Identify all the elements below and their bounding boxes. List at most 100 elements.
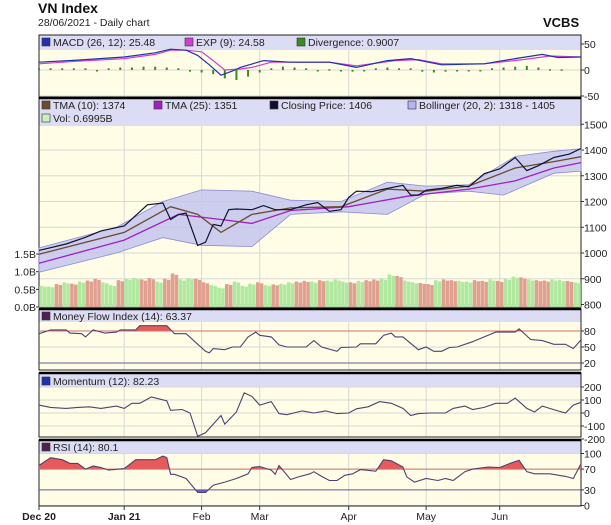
momentum-line — [38, 392, 582, 438]
volume-bar — [488, 279, 492, 307]
mfi-ytick-label: 20 — [584, 358, 596, 370]
divergence-bar — [549, 69, 552, 71]
volume-bar — [135, 279, 140, 307]
volume-bar — [74, 284, 78, 307]
volume-bar — [372, 279, 376, 307]
volume-bar — [476, 281, 481, 307]
volume-bar — [221, 288, 225, 307]
volume-bar — [391, 275, 395, 307]
volume-bar — [302, 280, 306, 307]
rsi-legend: RSI (14): 80.1 — [53, 442, 119, 454]
volume-bar — [50, 287, 55, 307]
divergence-bar — [247, 70, 250, 77]
volume-bar — [383, 279, 388, 307]
volume-bar — [201, 282, 206, 307]
divergence-bar — [537, 67, 540, 70]
rsi-ytick-label: 0 — [584, 501, 590, 513]
volume-bar — [453, 281, 457, 307]
volume-bar — [70, 283, 74, 307]
volume-bar — [139, 279, 144, 307]
divergence-bar — [467, 70, 470, 72]
volume-bar — [248, 283, 252, 307]
divergence-bar — [154, 66, 157, 70]
volume-bar — [379, 278, 384, 307]
divergence-bar — [142, 66, 145, 70]
volume-bar — [496, 280, 500, 307]
momentum-ytick-label: -100 — [584, 421, 605, 433]
divergence-bar — [490, 68, 493, 70]
x-tick-label: Mar — [251, 511, 270, 523]
divergence-bar — [107, 68, 110, 70]
divergence-bar — [72, 68, 75, 70]
x-tick-label: Feb — [193, 511, 211, 523]
volume-bar — [151, 279, 155, 307]
volume-bar — [217, 287, 221, 307]
volume-bar — [341, 281, 345, 307]
volume-bar — [465, 281, 469, 307]
momentum-ytick-label: 0 — [584, 408, 590, 420]
chart-subtitle: 28/06/2021 - Daily chart — [38, 17, 150, 29]
volume-bar — [337, 280, 341, 307]
rsi-ytick-label: 100 — [584, 449, 602, 461]
volume-bar — [143, 280, 148, 307]
volume-bar — [492, 280, 496, 307]
volume-bar — [186, 278, 190, 307]
divergence-bar — [270, 68, 273, 70]
volume-bar — [225, 284, 229, 307]
volume-bar — [511, 276, 516, 307]
macd-line — [38, 48, 582, 76]
volume-bar — [190, 279, 194, 307]
close-legend: Closing Price: 1406 — [281, 100, 372, 112]
macd-ytick-label: 0 — [584, 65, 590, 77]
volume-bar — [159, 282, 163, 307]
volume-bar — [62, 282, 66, 307]
volume-bar — [457, 280, 461, 307]
divergence-bar — [235, 70, 238, 80]
volume-bar — [163, 278, 167, 307]
volume-bar — [77, 281, 82, 307]
volume-bar — [449, 280, 454, 307]
divergence-bar — [444, 70, 447, 72]
momentum-ytick-label: 200 — [584, 382, 602, 394]
divergence-legend-swatch — [296, 37, 306, 47]
volume-bar — [81, 282, 86, 307]
momentum-legend: Momentum (12): 82.23 — [53, 376, 159, 388]
volume-bar — [410, 282, 415, 307]
volume-bar — [399, 277, 403, 307]
volume-bar — [178, 279, 183, 307]
mfi-line — [38, 325, 582, 354]
brand-label: VCBS — [543, 15, 580, 30]
bollinger-band — [38, 148, 582, 273]
volume-bar — [375, 280, 380, 307]
x-tick-label: Jan 21 — [108, 511, 141, 523]
volume-bar — [472, 280, 477, 307]
x-tick-label: Apr — [341, 511, 358, 523]
volume-bar — [209, 285, 214, 307]
volume-ytick-label: 1.5B — [14, 249, 36, 261]
volume-bar — [112, 285, 117, 307]
volume-bar — [348, 282, 353, 307]
volume-bar — [298, 282, 303, 307]
volume-bar — [364, 280, 368, 307]
volume-bar — [244, 286, 248, 307]
divergence-bar — [119, 67, 122, 70]
price-ytick-label: 1200 — [584, 197, 608, 209]
volume-bar — [58, 284, 63, 307]
tma10-legend-swatch — [41, 100, 51, 110]
divergence-bar — [38, 68, 40, 70]
volume-bar — [414, 283, 419, 307]
volume-bar — [546, 281, 550, 307]
x-tick-label: Jun — [491, 511, 508, 523]
volume-bar — [507, 279, 512, 307]
divergence-legend: Divergence: 0.9007 — [308, 37, 399, 49]
volume-bar — [120, 281, 124, 307]
volume-bar — [503, 278, 508, 307]
volume-bar — [468, 282, 473, 307]
volume-bar — [461, 281, 465, 307]
volume-bar — [329, 281, 334, 307]
volume-bar — [434, 280, 438, 307]
volume-bar — [240, 285, 245, 307]
volume-legend-swatch — [41, 113, 51, 123]
mfi-ytick-label: 50 — [584, 342, 596, 354]
volume-bar — [333, 279, 337, 307]
